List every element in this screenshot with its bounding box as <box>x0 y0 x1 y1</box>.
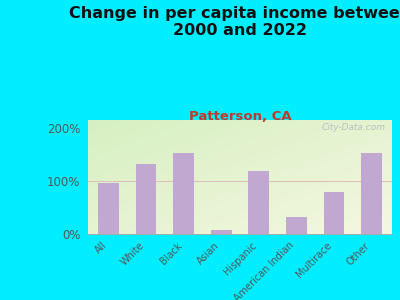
Bar <box>248 171 269 234</box>
Text: City-Data.com: City-Data.com <box>322 123 386 132</box>
Bar <box>324 192 344 234</box>
Bar <box>173 153 194 234</box>
Bar <box>136 164 156 234</box>
Text: Patterson, CA: Patterson, CA <box>189 110 291 122</box>
Bar <box>211 230 232 234</box>
Bar <box>361 153 382 234</box>
Text: Change in per capita income between
2000 and 2022: Change in per capita income between 2000… <box>69 6 400 38</box>
Bar <box>98 183 119 234</box>
Bar <box>286 217 307 234</box>
